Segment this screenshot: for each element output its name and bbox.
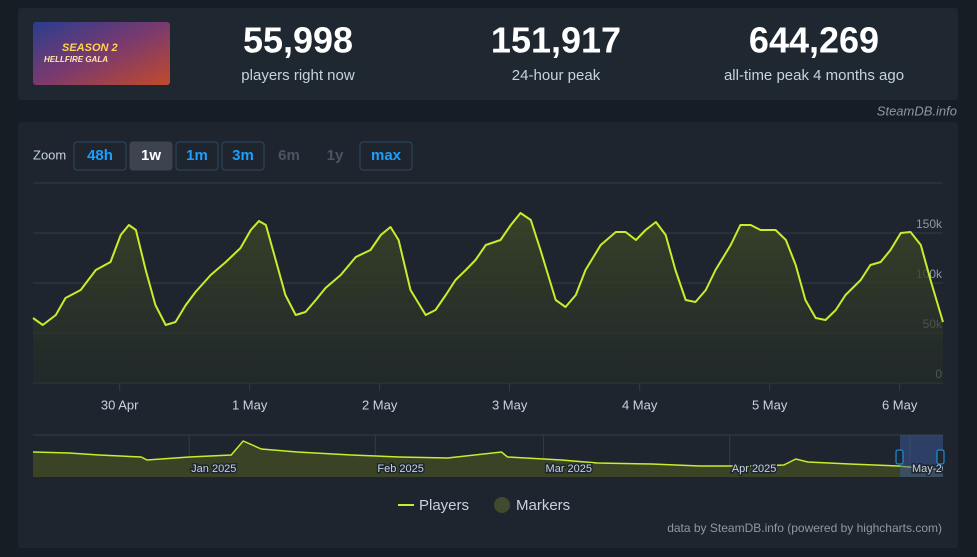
legend-marker[interactable] <box>494 497 510 513</box>
header-image <box>33 22 170 85</box>
legend-label[interactable]: Markers <box>516 497 570 514</box>
x-tick-label: 30 Apr <box>101 397 139 412</box>
zoom-label: Zoom <box>33 147 66 162</box>
navigator-label: Jan 2025 <box>191 463 236 475</box>
zoom-button-label[interactable]: 48h <box>87 147 113 164</box>
stat-label: players right now <box>241 67 355 84</box>
zoom-button[interactable] <box>73 141 127 171</box>
stat-label: 24-hour peak <box>512 67 601 84</box>
x-tick-label: 4 May <box>622 397 658 412</box>
navigator-line <box>33 440 943 471</box>
navigator-area <box>33 441 943 477</box>
zoom-button-label[interactable]: 1m <box>186 147 208 164</box>
stat-value: 644,269 <box>749 20 879 61</box>
navigator-label: Feb 2025 <box>377 463 423 475</box>
zoom-button[interactable] <box>359 141 413 171</box>
navigator-window[interactable] <box>900 435 943 477</box>
zoom-button-label[interactable]: max <box>371 147 402 164</box>
zoom-button[interactable] <box>175 141 219 171</box>
stat-value: 151,917 <box>491 20 621 61</box>
x-tick-label: 1 May <box>232 397 268 412</box>
navigator: Jan 2025 Feb 2025 Mar 2025 Apr 2025 May 2025 <box>33 435 960 477</box>
credits: data by SteamDB.info (powered by highcha… <box>667 521 942 535</box>
stat-value: 55,998 <box>243 20 353 61</box>
image-text: HELLFIRE GALA <box>44 55 108 64</box>
line <box>32 212 944 326</box>
navigator-handle[interactable] <box>895 449 904 465</box>
image-text: SEASON 2 <box>62 42 118 54</box>
y-tick-label: 150k <box>916 217 943 231</box>
x-tick-label: 6 May <box>882 397 918 412</box>
navigator-label: Apr 2025 <box>732 463 777 475</box>
legend-label[interactable]: Players <box>419 497 469 514</box>
stat-label: all-time peak 4 months ago <box>724 67 904 84</box>
zoom-button-label[interactable]: 3m <box>232 147 254 164</box>
zoom-button-label: 1y <box>327 147 344 164</box>
source: SteamDB.info <box>877 103 957 118</box>
zoom-button[interactable] <box>129 141 173 171</box>
x-tick-label: 5 May <box>752 397 788 412</box>
x-tick-label: 2 May <box>362 397 398 412</box>
stats-panel <box>18 8 958 100</box>
zoom-button[interactable] <box>221 141 265 171</box>
navigator-label: Mar 2025 <box>546 463 592 475</box>
zoom-button-label: 6m <box>278 147 300 164</box>
area <box>33 213 943 383</box>
x-tick-label: 3 May <box>492 397 528 412</box>
navigator-handle[interactable] <box>936 449 945 465</box>
navigator-label: May 2025 <box>912 463 960 475</box>
zoom-button-label[interactable]: 1w <box>141 147 161 164</box>
